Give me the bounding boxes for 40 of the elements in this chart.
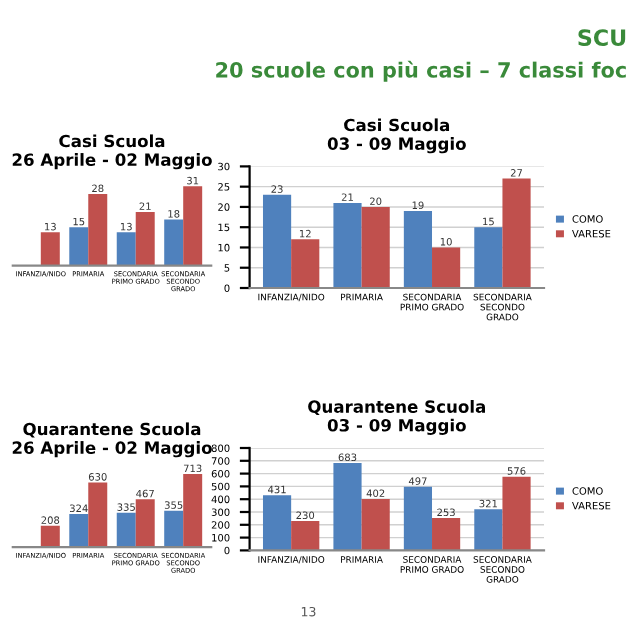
- bar: [333, 462, 362, 551]
- bar: [474, 227, 503, 288]
- bar: [291, 239, 320, 288]
- bar: [262, 194, 292, 288]
- bar: [432, 518, 461, 551]
- bar: [183, 186, 203, 266]
- bar: [262, 495, 292, 551]
- bar: [333, 202, 362, 288]
- bar: [361, 498, 390, 551]
- text: SCU: [578, 29, 626, 46]
- chart-title: Casi Scuola: [59, 134, 165, 148]
- bar: [135, 211, 155, 266]
- bar: [183, 474, 203, 548]
- bar: [116, 512, 136, 548]
- bar: [88, 194, 108, 266]
- chart-subtitle: 03 - 09 Maggio: [327, 418, 466, 435]
- bar: [88, 482, 108, 548]
- bar: [40, 525, 60, 548]
- bar: [116, 232, 136, 266]
- chart-title: Casi Scuola: [344, 118, 450, 132]
- bar: [164, 219, 184, 266]
- bar: [164, 510, 184, 548]
- bar: [361, 206, 390, 288]
- text: 20 scuole con più casi – 7 classi foc: [216, 60, 626, 82]
- chart-title: Quarantene Scuola: [23, 422, 201, 438]
- bar: [291, 520, 320, 551]
- bar: [403, 486, 433, 551]
- chart-subtitle: 26 Aprile - 02 Maggio: [12, 441, 212, 458]
- bar: [40, 232, 60, 266]
- bar: [69, 227, 89, 266]
- bar: [432, 247, 461, 288]
- chart-title: Quarantene Scuola: [308, 400, 485, 416]
- bar: [474, 509, 503, 551]
- bar: [69, 513, 89, 548]
- bar: [403, 210, 433, 288]
- bar: [502, 178, 531, 288]
- bar: [502, 476, 531, 551]
- chart-subtitle: 03 - 09 Maggio: [327, 137, 466, 154]
- bar: [135, 499, 155, 548]
- chart-subtitle: 26 Aprile - 02 Maggio: [12, 153, 212, 170]
